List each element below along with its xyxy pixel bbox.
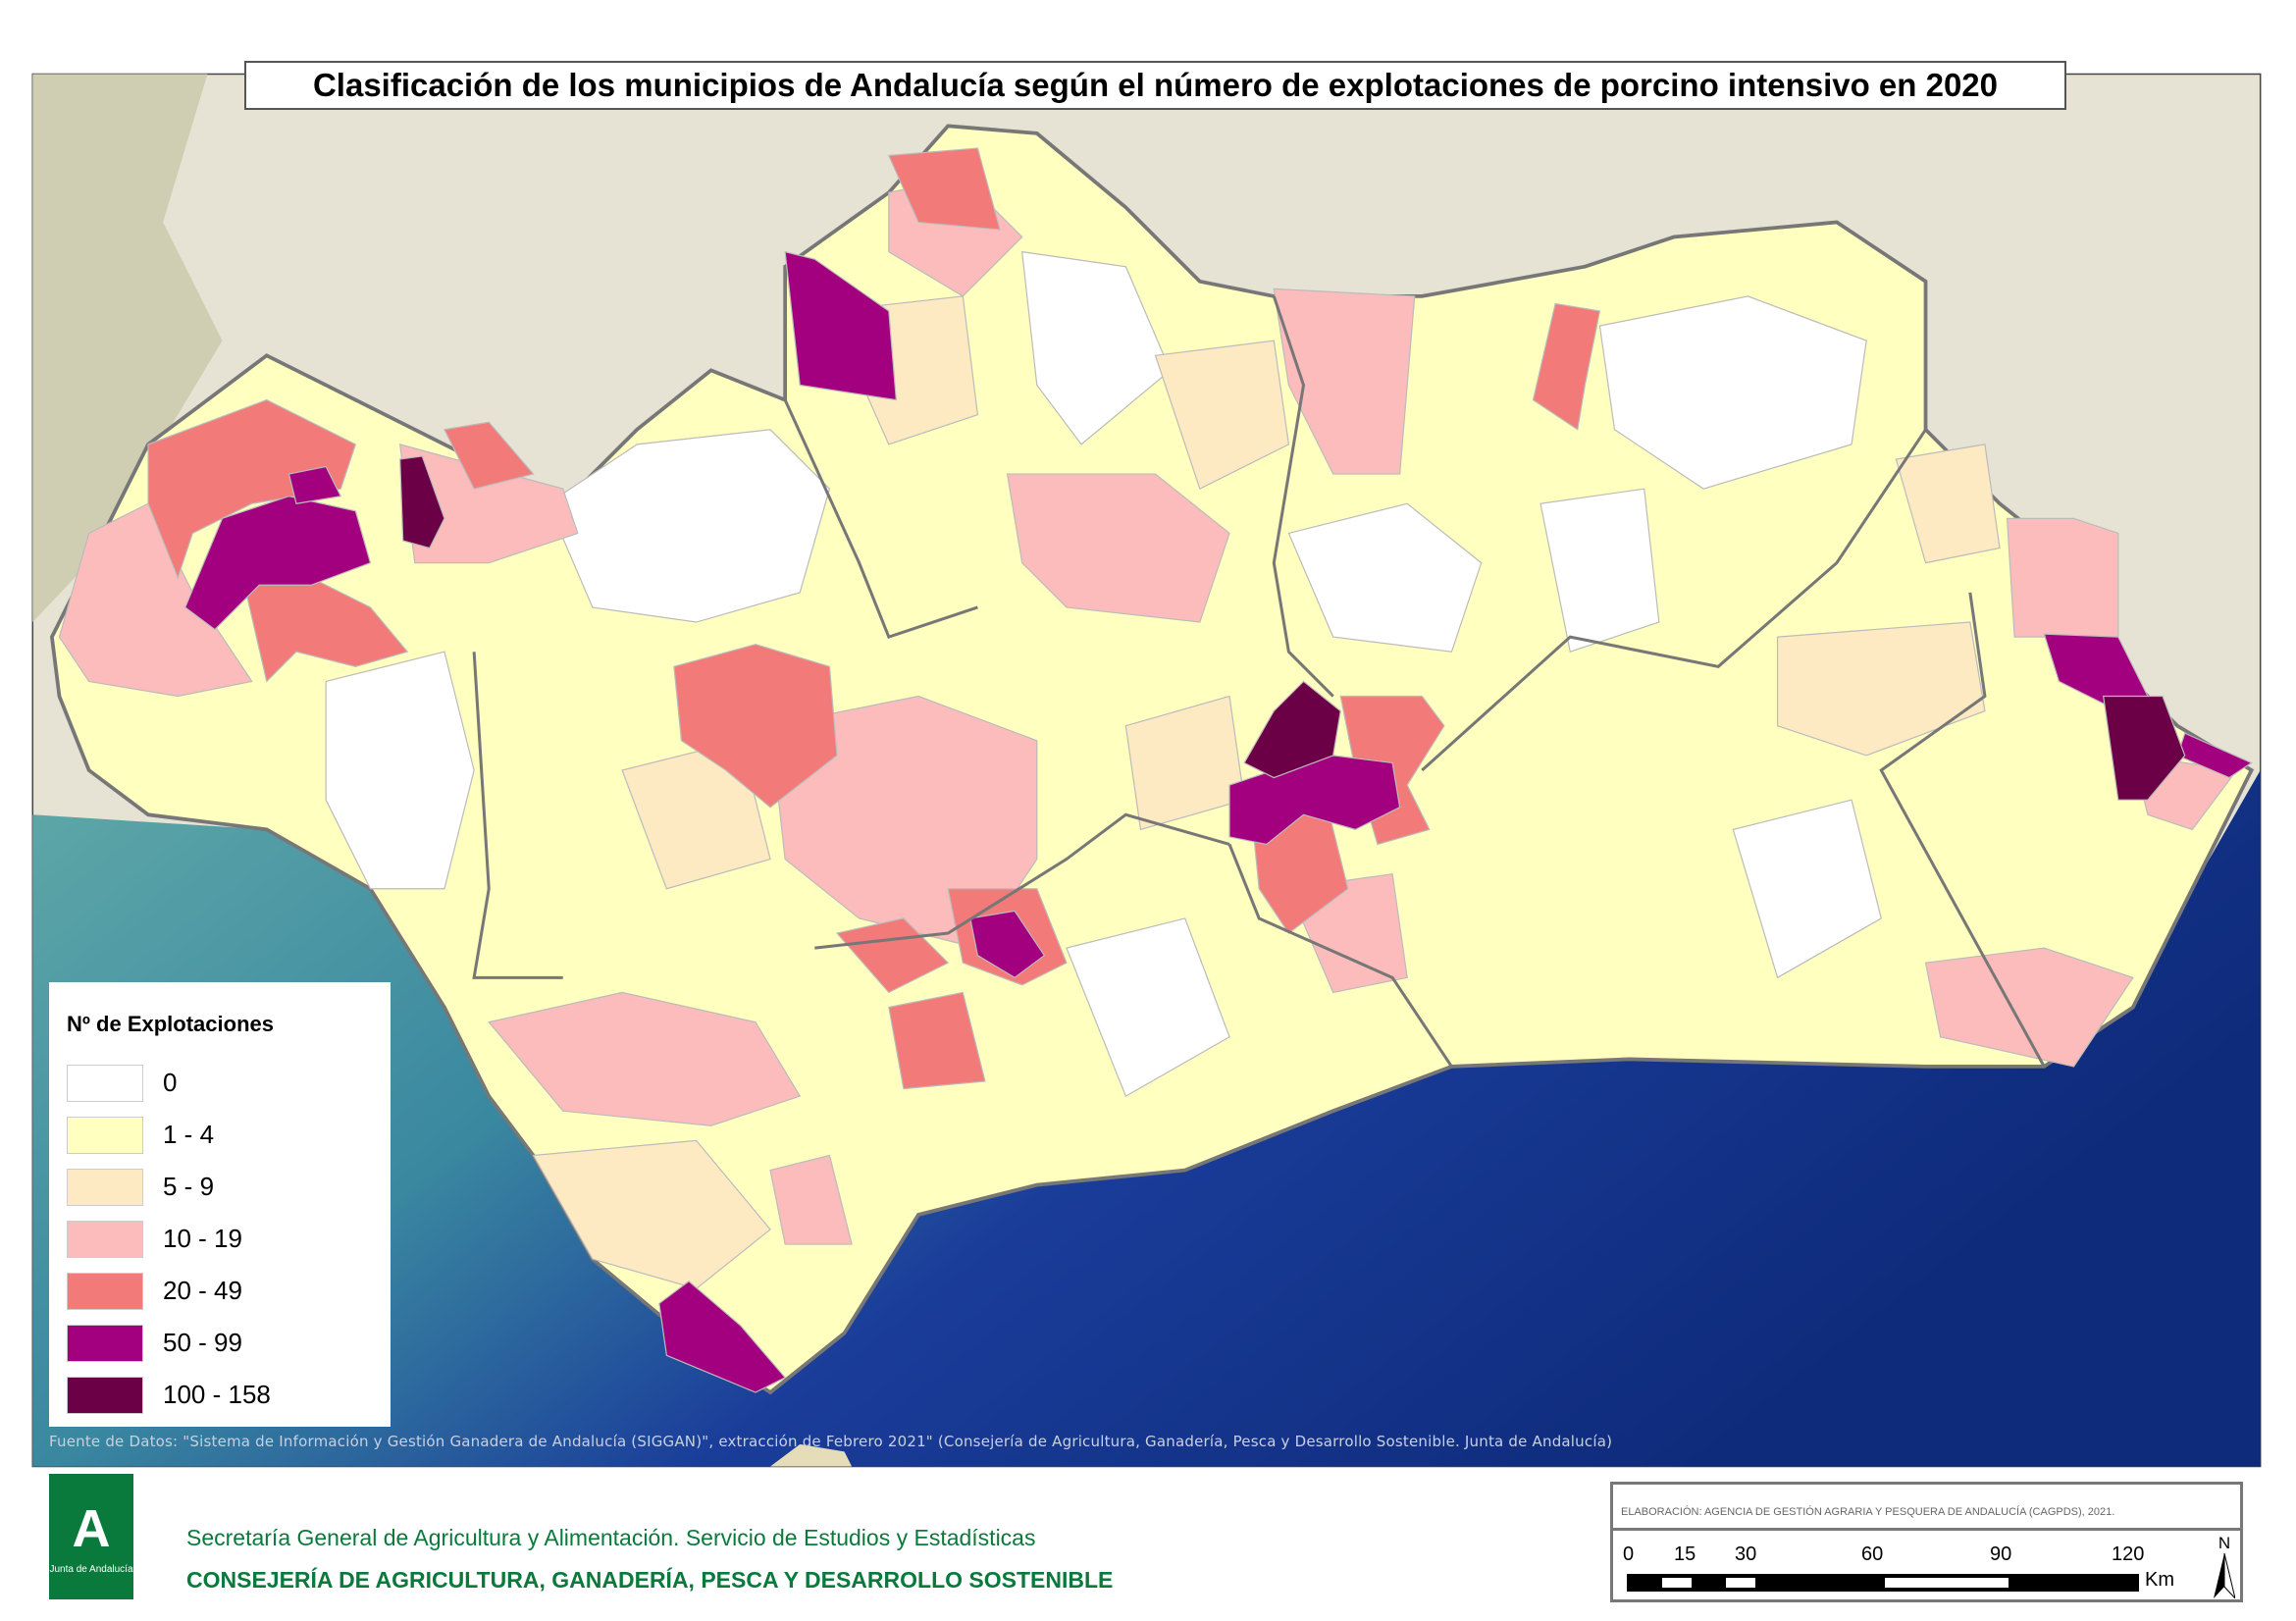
- zero-area: [1598, 295, 1867, 490]
- consejeria-text: CONSEJERÍA DE AGRICULTURA, GANADERÍA, PE…: [186, 1567, 1114, 1593]
- pink-area: [58, 502, 253, 698]
- north-arrow-icon: N: [2214, 1534, 2236, 1603]
- scale-bar: [1627, 1574, 2139, 1592]
- africa-coast: [770, 1443, 853, 1467]
- purple-area: [784, 250, 898, 401]
- zero-area: [1066, 917, 1230, 1097]
- divider: [1613, 1528, 2240, 1531]
- purple-area: [184, 496, 372, 631]
- scale-tick: 30: [1735, 1543, 1757, 1565]
- zero-area: [1287, 502, 1483, 653]
- purple-area: [287, 465, 342, 504]
- zero-area: [1732, 799, 1882, 979]
- legend-label: 50 - 99: [163, 1328, 242, 1357]
- legend-label: 5 - 9: [163, 1172, 215, 1201]
- scale-tick: 0: [1623, 1543, 1635, 1565]
- legend-item: 20 - 49: [67, 1265, 373, 1317]
- sea: [32, 769, 2261, 1467]
- elaboracion-text: ELABORACIÓN: AGENCIA DE GESTIÓN AGRARIA …: [1621, 1506, 2115, 1518]
- province-borders: [472, 295, 2046, 1068]
- legend-item: 100 - 158: [67, 1369, 373, 1421]
- legend-item: 50 - 99: [67, 1317, 373, 1369]
- junta-logo: A Junta de Andalucía: [49, 1474, 133, 1599]
- peach-area: [1895, 444, 2001, 564]
- logo-text: Junta de Andalucía: [49, 1563, 133, 1575]
- salmon-area: [444, 421, 535, 490]
- pink-area: [1924, 947, 2134, 1068]
- logo-a-icon: A: [72, 1498, 111, 1558]
- purple-area: [658, 1281, 787, 1393]
- pink-area: [2006, 517, 2119, 638]
- north-label: N: [2218, 1534, 2231, 1552]
- legend-label: 100 - 158: [163, 1380, 271, 1409]
- legend-item: 1 - 4: [67, 1109, 373, 1161]
- salmon-area: [673, 644, 838, 809]
- legend-title: Nº de Explotaciones: [67, 1012, 274, 1036]
- salmon-area: [243, 577, 409, 683]
- purple-area: [969, 910, 1046, 979]
- legend: Nº de Explotaciones 0 1 - 4 5 - 9 10 - 1…: [49, 982, 391, 1427]
- scale-tick: 60: [1861, 1543, 1884, 1565]
- legend-item: 5 - 9: [67, 1161, 373, 1213]
- scale-tick: 90: [1990, 1543, 2012, 1565]
- zero-area: [1539, 488, 1660, 654]
- pink-area: [1006, 473, 1230, 623]
- legend-label: 20 - 49: [163, 1276, 242, 1305]
- legend-label: 0: [163, 1068, 178, 1097]
- salmon-area: [1532, 302, 1601, 431]
- zero-area: [547, 429, 831, 623]
- salmon-area: [147, 398, 357, 580]
- darkest-area: [1243, 680, 1341, 779]
- secretaria-text: Secretaría General de Agricultura y Alim…: [186, 1525, 1036, 1550]
- peach-area: [1776, 621, 1986, 757]
- scale-unit: Km: [2145, 1569, 2174, 1591]
- legend-swatch: [67, 1272, 143, 1310]
- legend-label: 1 - 4: [163, 1120, 215, 1149]
- legend-item: 10 - 19: [67, 1213, 373, 1265]
- map-title: Clasificación de los municipios de Andal…: [244, 61, 2066, 110]
- legend-swatch: [67, 1324, 143, 1362]
- peach-area: [1154, 340, 1290, 491]
- municipality-fills: [58, 147, 2253, 1393]
- legend-swatch: [67, 1168, 143, 1206]
- legend-swatch: [67, 1376, 143, 1414]
- data-source-note: Fuente de Datos: "Sistema de Información…: [49, 1433, 1613, 1450]
- portugal-terrain: [32, 74, 223, 623]
- salmon-area: [887, 147, 1001, 231]
- legend-swatch: [67, 1116, 143, 1154]
- salmon-area: [888, 991, 986, 1090]
- legend-swatch: [67, 1220, 143, 1258]
- legend-swatch: [67, 1064, 143, 1102]
- scale-bar-box: ELABORACIÓN: AGENCIA DE GESTIÓN AGRARIA …: [1610, 1482, 2243, 1602]
- zero-area: [1020, 250, 1172, 445]
- pink-area: [1273, 288, 1416, 475]
- zero-area: [325, 651, 475, 890]
- scale-tick: 120: [2112, 1543, 2145, 1565]
- darkest-area: [399, 455, 445, 549]
- legend-label: 10 - 19: [163, 1224, 242, 1253]
- darkest-area: [2102, 695, 2186, 801]
- pink-area: [488, 991, 802, 1126]
- peach-area: [532, 1139, 771, 1290]
- legend-item: 0: [67, 1057, 373, 1109]
- scale-tick: 15: [1674, 1543, 1696, 1565]
- pink-area: [769, 1154, 853, 1245]
